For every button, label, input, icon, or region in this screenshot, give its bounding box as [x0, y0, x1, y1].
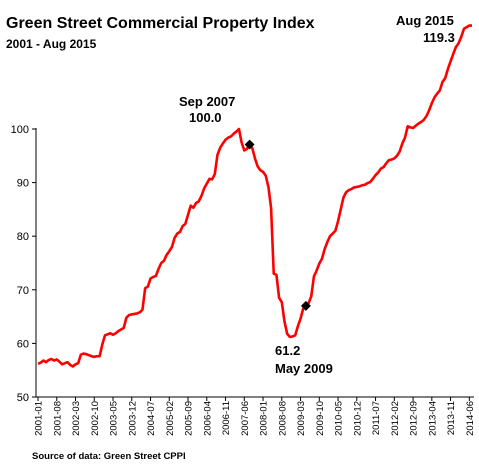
- annotation-aug-2015-date: Aug 2015: [396, 13, 454, 28]
- annotation-aug-2015-value: 119.3: [423, 30, 455, 45]
- y-tick-label: 100: [11, 124, 29, 136]
- x-tick-label: 2002-03: [71, 401, 82, 436]
- series-group: [37, 24, 472, 368]
- x-tick-label: 2003-05: [109, 401, 120, 436]
- x-tick-label: 2009-03: [296, 401, 307, 436]
- x-tick-label: 2009-10: [315, 401, 326, 436]
- annotation-marker: [300, 300, 311, 311]
- x-tick-label: 2008-08: [277, 401, 288, 436]
- x-tick-label: 2008-01: [259, 401, 270, 436]
- source-note: Source of data: Green Street CPPI: [32, 451, 186, 462]
- series-line: [37, 24, 472, 368]
- y-tick-label: 70: [17, 285, 29, 297]
- chart-subtitle: 2001 - Aug 2015: [6, 37, 97, 51]
- x-tick-label: 2001-08: [52, 401, 63, 436]
- x-tick-label: 2014-06: [465, 401, 476, 436]
- x-tick-label: 2003-12: [127, 401, 138, 436]
- x-tick-label: 2006-04: [202, 401, 213, 436]
- annotation-sep-2007-date: Sep 2007: [179, 94, 235, 109]
- annotation-marker: [244, 139, 255, 150]
- axes: [35, 128, 474, 398]
- x-tick-label: 2012-09: [409, 401, 420, 436]
- x-tick-label: 2006-11: [221, 401, 232, 435]
- x-tick-label: 2013-11: [446, 401, 457, 435]
- annotations: Sep 2007 100.0 61.2 May 2009 Aug 2015 11…: [179, 13, 455, 376]
- y-tick-label: 80: [17, 231, 29, 243]
- x-tick-label: 2005-09: [184, 401, 195, 436]
- x-tick-label: 2004-07: [146, 401, 157, 436]
- x-tick-label: 2013-04: [427, 401, 438, 436]
- x-tick-label: 2011-07: [371, 401, 382, 435]
- y-tick-label: 60: [17, 338, 29, 350]
- annotation-may-2009-date: May 2009: [275, 361, 333, 376]
- x-tick-label: 2001-01: [34, 401, 45, 436]
- x-tick-label: 2012-02: [390, 401, 401, 436]
- x-tick-label: 2007-06: [240, 401, 251, 436]
- chart-title: Green Street Commercial Property Index: [6, 15, 315, 32]
- x-tick-label: 2010-12: [352, 401, 363, 436]
- y-axis-ticks: 50 60 70 80 90 100: [11, 124, 36, 404]
- annotation-sep-2007-value: 100.0: [189, 110, 222, 125]
- annotation-may-2009-value: 61.2: [275, 343, 300, 358]
- y-tick-label: 50: [17, 392, 29, 404]
- y-tick-label: 90: [17, 178, 29, 190]
- x-tick-label: 2010-05: [334, 401, 345, 436]
- x-axis-ticks: 2001-01 2001-08 2002-03 2002-10 2003-05 2003-…: [34, 397, 476, 436]
- x-tick-label: 2002-10: [90, 401, 101, 436]
- x-tick-label: 2005-02: [165, 401, 176, 436]
